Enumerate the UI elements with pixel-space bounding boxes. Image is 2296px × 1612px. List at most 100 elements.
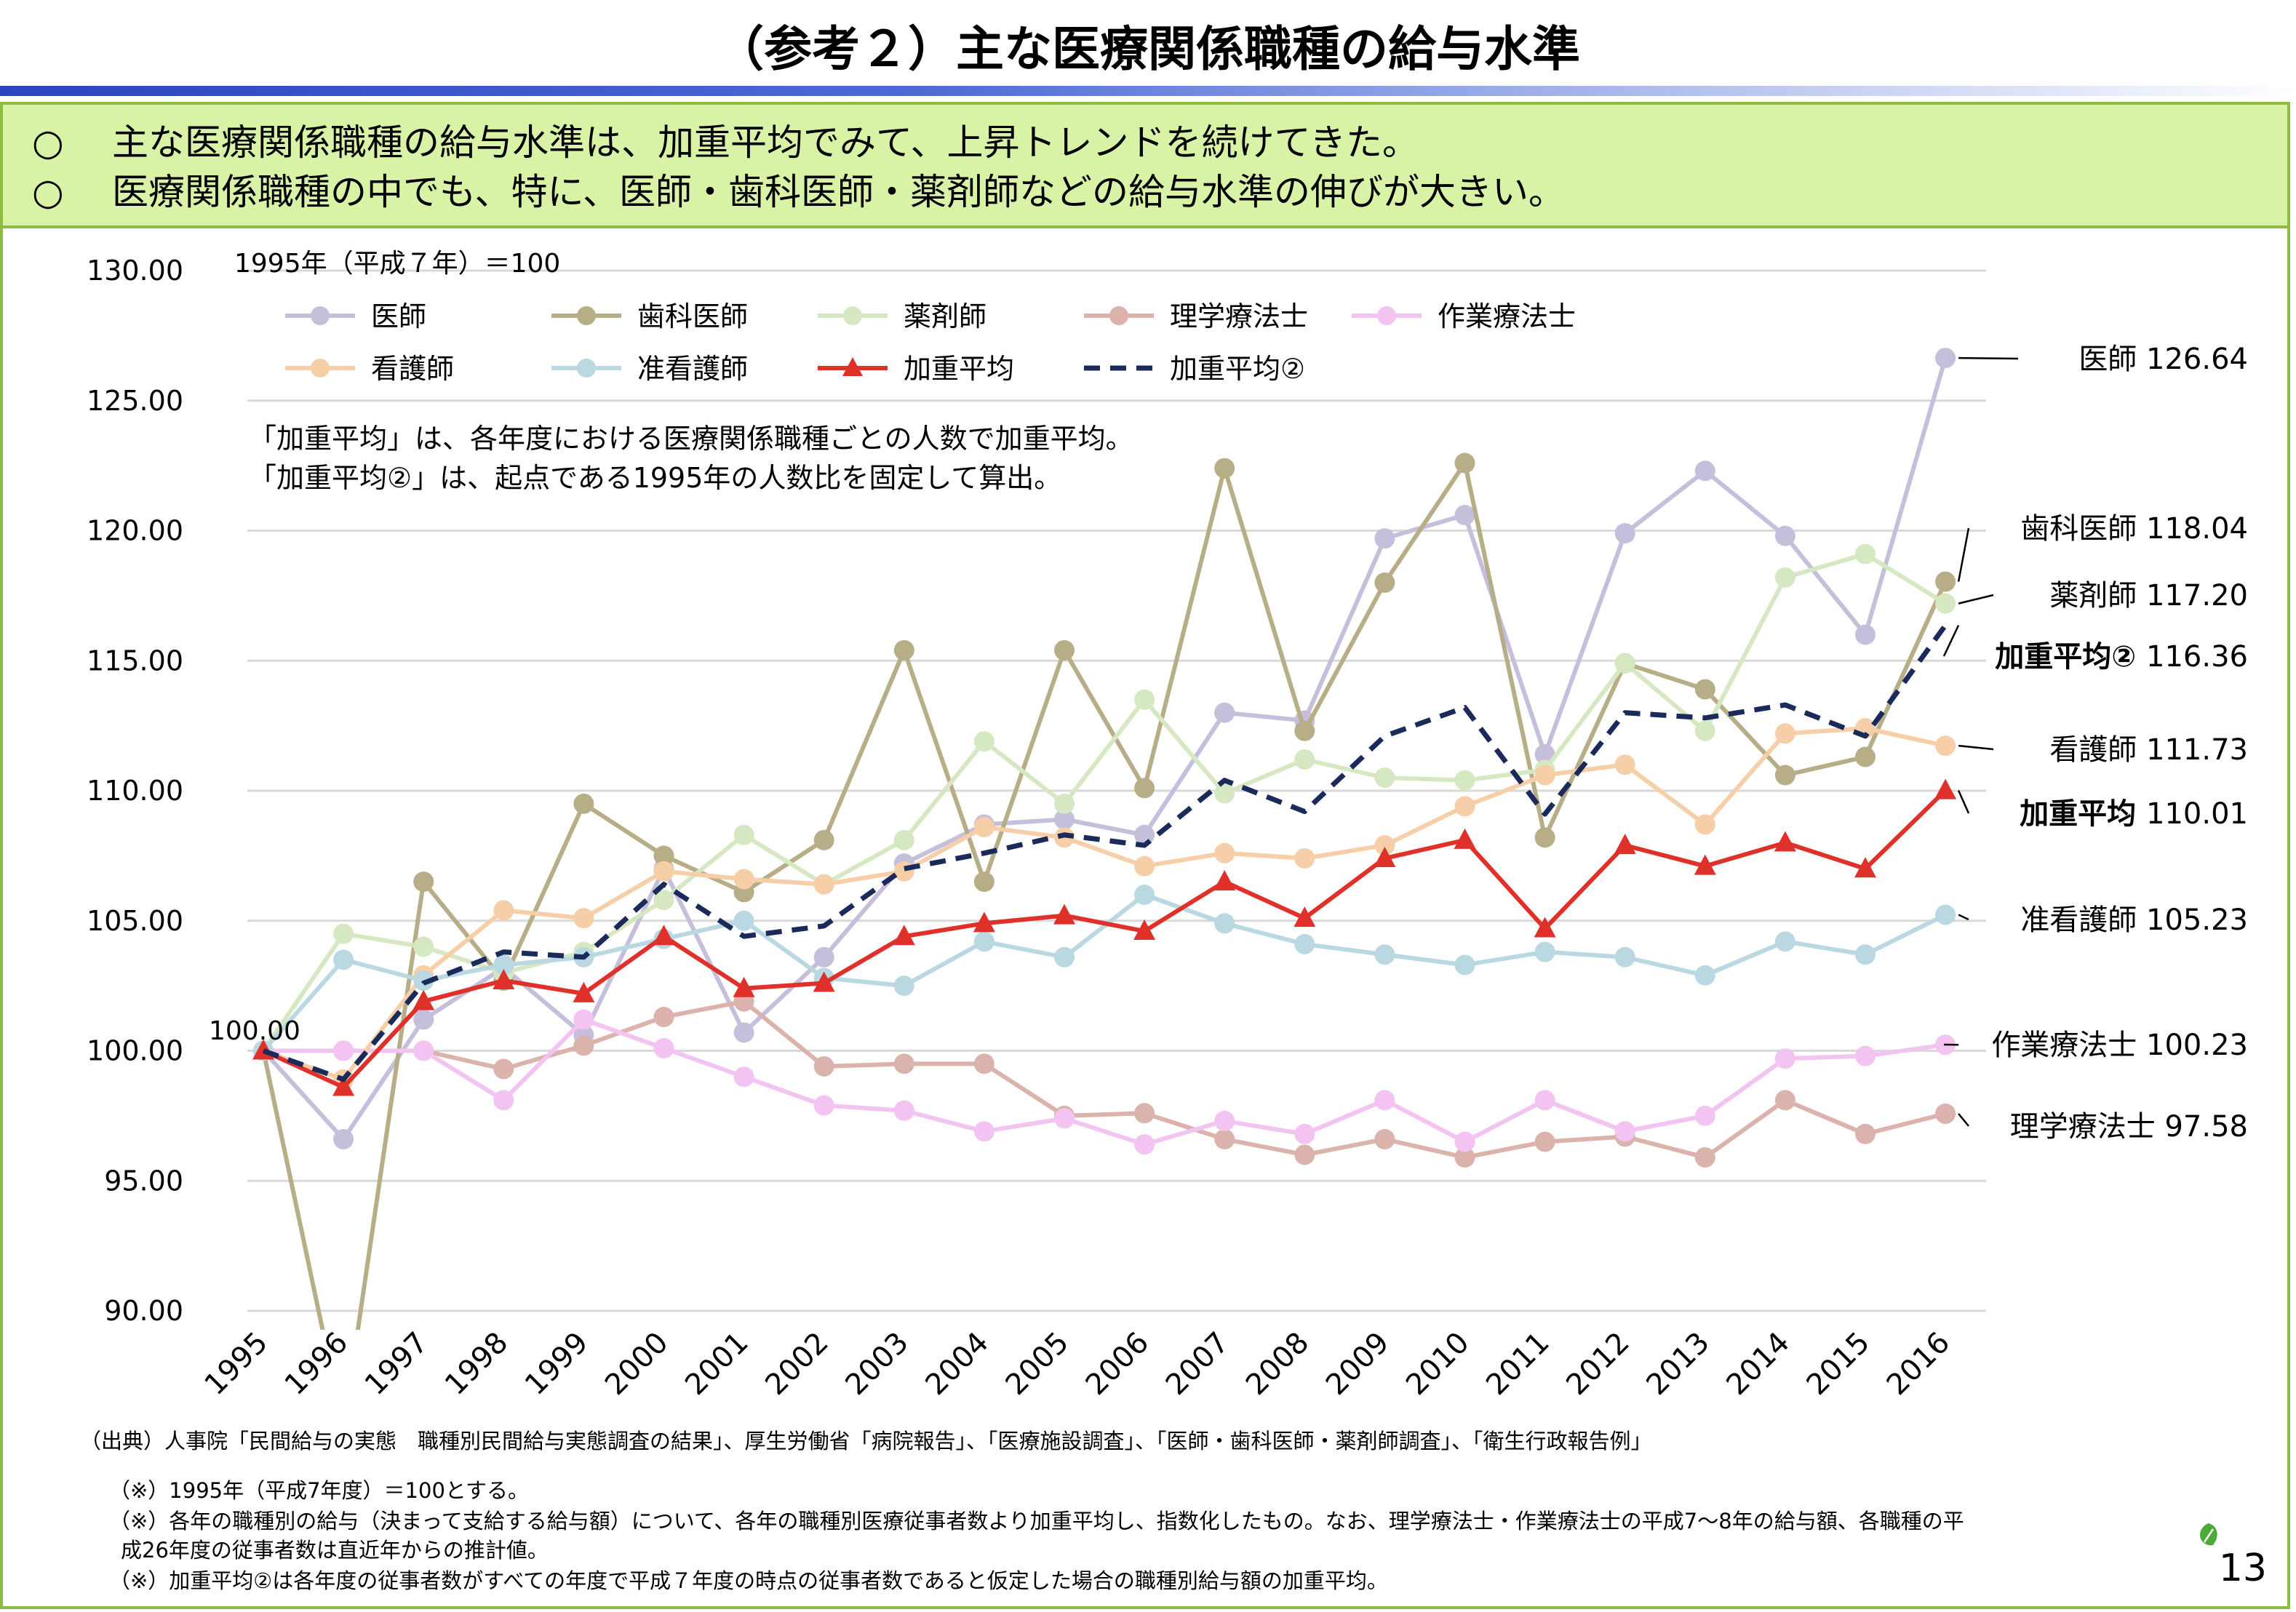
legend-marker <box>1109 306 1128 325</box>
data-point <box>1774 525 1795 546</box>
summary-box: ○ 主な医療関係職種の給与水準は、加重平均でみて、上昇トレンドを続けてきた。 ○ 医… <box>3 105 2287 228</box>
data-point <box>1614 653 1635 674</box>
data-point <box>1935 735 1956 757</box>
data-point <box>1774 1090 1795 1111</box>
data-point <box>1214 842 1235 863</box>
data-point <box>813 946 834 967</box>
data-point <box>1294 933 1315 954</box>
series-line <box>262 789 1948 1090</box>
data-point <box>1694 814 1715 835</box>
series-line <box>263 999 1946 1160</box>
data-point <box>1374 528 1395 549</box>
y-tick-label: 100.00 <box>87 1035 183 1067</box>
data-point <box>893 861 914 882</box>
data-point <box>1053 903 1075 925</box>
end-labels: 医師 126.64 歯科医師 118.04 薬剤師 117.20 理学療法士 97.5… <box>1942 343 2248 1144</box>
legend-marker <box>842 357 863 376</box>
start-label: 100.00 <box>209 1016 300 1046</box>
data-point <box>1294 1144 1315 1165</box>
x-tick-label: 2006 <box>1080 1326 1156 1402</box>
end-label: 加重平均 110.01 <box>2020 797 2248 831</box>
series-作業療法士 <box>253 1009 1956 1155</box>
data-point <box>1054 946 1075 967</box>
summary-line-2: ○ 医療関係職種の中でも、特に、医師・歯科医師・薬剤師などの給与水準の伸びが大きい… <box>32 167 1565 217</box>
data-point <box>1214 702 1235 723</box>
data-point <box>1694 679 1715 700</box>
data-point <box>1134 824 1155 845</box>
y-tick-label: 125.00 <box>87 385 183 417</box>
data-point <box>573 908 594 929</box>
source-note: （出典）人事院「民間給与の実態 職種別民間給与実態調査の結果」、厚生労働省「病院… <box>80 1429 1652 1453</box>
data-point <box>332 1075 355 1096</box>
leader-line <box>1958 594 1994 604</box>
y-tick-label: 105.00 <box>87 905 183 937</box>
data-point <box>813 829 834 850</box>
legend-item-薬剤師: 薬剤師 <box>818 300 986 332</box>
data-point <box>573 981 595 1002</box>
data-point <box>813 1095 834 1116</box>
data-point <box>493 1090 514 1111</box>
x-tick-label: 2008 <box>1240 1326 1316 1402</box>
data-point <box>1935 348 1956 369</box>
end-label: 理学療法士 97.58 <box>2010 1110 2248 1144</box>
annotation-line-1: 「加重平均」は、各年度における医療関係職種ごとの人数で加重平均。 <box>249 423 1133 455</box>
data-point <box>1213 870 1236 891</box>
legend-item-作業療法士: 作業療法士 <box>1352 300 1576 332</box>
data-point <box>893 829 914 850</box>
summary-text: 医療関係職種の中でも、特に、医師・歯科医師・薬剤師などの給与水準の伸びが大きい。 <box>112 171 1565 213</box>
data-point <box>1454 1131 1475 1152</box>
footnote-3: 成26年度の従事者数は直近年からの推計値。 <box>121 1538 549 1563</box>
data-point <box>1374 944 1395 965</box>
data-point <box>412 989 435 1010</box>
data-point <box>1855 1123 1876 1144</box>
data-point <box>1454 796 1475 817</box>
footnote-1: （※）1995年（平成7年度）＝100とする。 <box>109 1478 530 1503</box>
legend-marker <box>577 306 596 325</box>
legend-marker <box>311 359 330 378</box>
data-point <box>1774 931 1795 952</box>
leader-line <box>1958 744 1994 751</box>
data-point <box>1694 1147 1715 1168</box>
legend-label: 理学療法士 <box>1170 300 1308 332</box>
data-point <box>1534 743 1555 765</box>
data-point <box>493 954 514 975</box>
legend-label: 加重平均② <box>1170 353 1305 385</box>
data-point <box>1614 754 1635 775</box>
summary-line-1: ○ 主な医療関係職種の給与水準は、加重平均でみて、上昇トレンドを続けてきた。 <box>32 118 1419 167</box>
leader-line <box>1958 356 2019 360</box>
bullet-mark: ○ <box>32 121 64 164</box>
data-point <box>973 1053 994 1074</box>
data-point <box>1774 1048 1795 1069</box>
data-point <box>1054 639 1075 661</box>
data-point <box>493 1058 514 1080</box>
data-point <box>1294 749 1315 770</box>
data-point <box>1294 720 1315 741</box>
data-point <box>1454 452 1475 474</box>
annotation-line-2: 「加重平均②」は、起点である1995年の人数比を固定して算出。 <box>249 462 1061 494</box>
data-point <box>973 871 994 893</box>
y-tick-label: 90.00 <box>104 1295 183 1327</box>
legend-label: 作業療法士 <box>1438 300 1576 332</box>
data-point <box>1614 834 1636 855</box>
data-point <box>653 861 674 882</box>
y-tick-label: 120.00 <box>87 515 183 547</box>
leader-line <box>1957 790 1970 814</box>
data-point <box>573 793 594 814</box>
x-tick-label: 2013 <box>1640 1326 1716 1402</box>
data-point <box>973 817 994 838</box>
legend-item-理学療法士: 理学療法士 <box>1084 300 1308 332</box>
data-point <box>1855 746 1876 767</box>
data-point <box>1134 1103 1155 1124</box>
data-point <box>1935 904 1956 925</box>
data-point <box>1935 593 1956 614</box>
page-number: 13 <box>2218 1547 2267 1590</box>
data-point <box>1854 857 1876 878</box>
data-point <box>1454 954 1475 975</box>
data-point <box>1534 1090 1555 1111</box>
data-point <box>1214 783 1235 804</box>
leader-line <box>1958 1113 1969 1127</box>
data-point <box>573 1009 594 1030</box>
page-title: （参考２）主な医療関係職種の給与水準 <box>716 21 1580 77</box>
leaf-icon <box>2200 1523 2217 1546</box>
legend-marker <box>843 306 862 325</box>
